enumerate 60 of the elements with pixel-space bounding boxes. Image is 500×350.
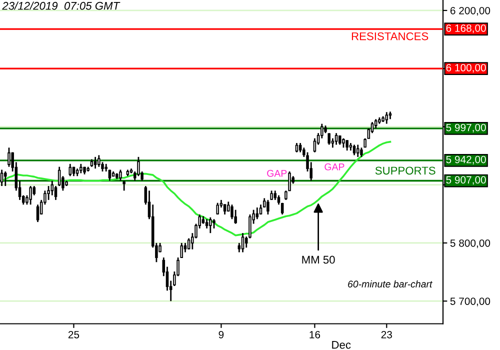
text: Dec [332,340,351,349]
candlestick [298,142,302,153]
candlestick [328,132,330,146]
x-tick-label: 16 [310,330,320,338]
annotation: 23/12/2019 07:05 GMT [2,2,120,10]
candlestick [0,169,4,187]
candlestick [223,204,226,216]
ref-line-label: 5 907,00 [446,176,486,185]
ref-line-label: 5 942,00 [446,156,486,164]
candlestick [385,111,388,124]
candlestick [54,185,58,201]
candlestick [346,139,348,152]
candlestick [295,142,298,153]
candlestick [274,190,277,201]
y-tick-label: 5 700,00 [450,298,490,306]
candlestick [212,218,216,230]
candlestick [29,185,32,206]
candlestick [216,202,219,216]
y-tick-label: 5 800,00 [450,239,490,248]
candlestick [241,232,244,253]
candlestick [205,218,208,230]
candlestick [68,163,72,177]
candlestick [50,180,54,196]
candlestick [58,166,61,187]
candlestick [209,216,212,234]
candlestick [137,156,140,177]
candlestick [334,132,338,146]
annotation: 60-minute bar-chart [348,280,433,288]
candlestick [266,199,270,216]
x-tick-label: 9 [218,330,224,338]
x-tick-label: 25 [68,330,80,338]
annotation: SUPPORTS [375,166,436,175]
candlestick [230,204,234,220]
candlestick [259,204,262,216]
candlestick [256,206,259,220]
candlestick [80,163,82,174]
text: MM 50 [302,256,335,264]
candlestick [356,144,360,158]
candlestick [4,170,7,187]
ref-line-label: 5 997,00 [446,124,486,132]
candlestick [47,185,50,201]
candlestick [122,180,126,192]
ref-line-label: 6 100,00 [446,64,486,73]
candlestick [98,154,100,168]
candlestick [94,156,97,170]
candlestick [8,146,10,168]
ref-line-label: 6 168,00 [446,24,486,34]
annotation: GAP [267,170,287,177]
candlestick [342,138,345,148]
candlestick [352,144,356,156]
candlestick [32,185,36,196]
candlestick [36,204,40,223]
y-tick-label: 6 200,00 [450,6,490,16]
annotation: RESISTANCES [352,32,428,40]
annotation: GAP [324,163,344,170]
candlestick [270,190,273,201]
candlestick [119,169,122,182]
candlestick [360,146,363,158]
candlestick [374,118,378,130]
x-tick-label: 23 [381,330,392,338]
